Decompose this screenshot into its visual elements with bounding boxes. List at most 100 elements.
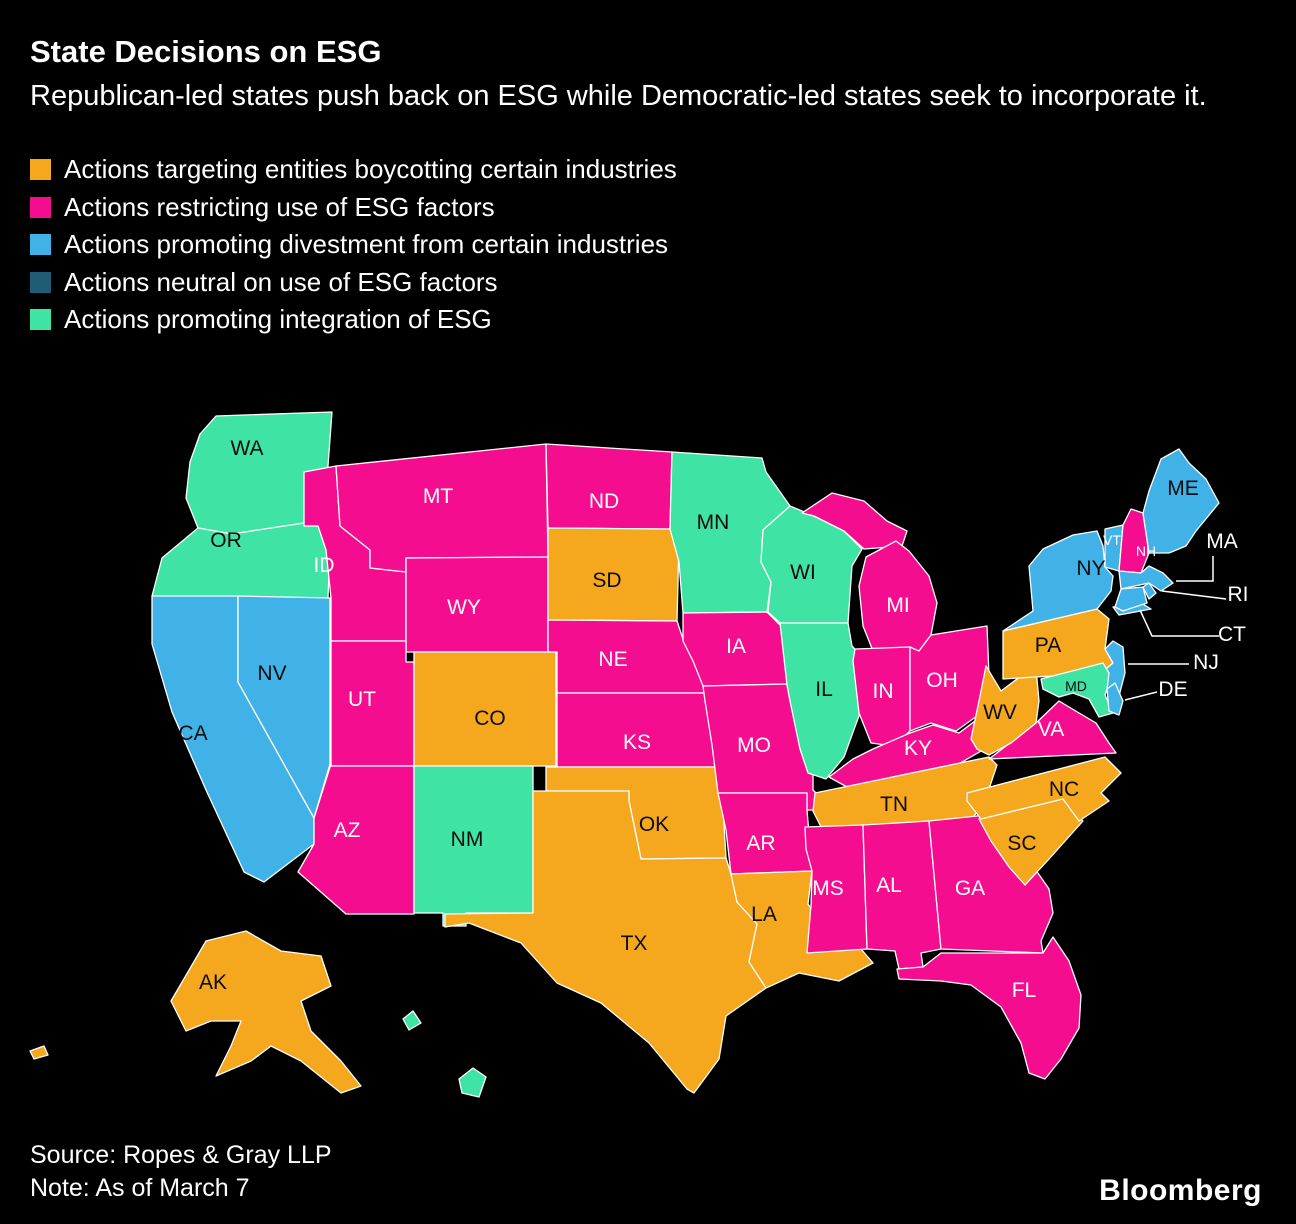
legend: Actions targeting entities boycotting ce… bbox=[30, 155, 1296, 334]
state-label-ma: MA bbox=[1206, 530, 1238, 553]
leader-line-ct bbox=[1139, 609, 1219, 637]
state-label-ne: NE bbox=[598, 648, 627, 671]
footer: Source: Ropes & Gray LLP Note: As of Mar… bbox=[30, 1139, 332, 1207]
state-label-ky: KY bbox=[904, 737, 932, 760]
state-label-nd: ND bbox=[589, 490, 619, 513]
state-label-ny: NY bbox=[1076, 557, 1105, 580]
state-label-me: ME bbox=[1167, 477, 1199, 500]
state-label-id: ID bbox=[314, 554, 335, 577]
legend-label-restrict: Actions restricting use of ESG factors bbox=[64, 191, 495, 222]
state-label-fl: FL bbox=[1012, 979, 1037, 1002]
state-shape-nc bbox=[966, 756, 1122, 822]
state-label-ar: AR bbox=[746, 832, 775, 855]
state-label-nm: NM bbox=[451, 828, 484, 851]
legend-item-divest: Actions promoting divestment from certai… bbox=[30, 230, 1296, 259]
state-shape-al bbox=[862, 820, 942, 970]
state-label-la: LA bbox=[751, 903, 777, 926]
state-label-mt: MT bbox=[423, 485, 453, 508]
state-shape-co bbox=[413, 651, 557, 767]
note-line: Note: As of March 7 bbox=[30, 1174, 250, 1203]
state-shape-hi bbox=[402, 1010, 422, 1031]
state-label-ga: GA bbox=[955, 877, 985, 900]
legend-item-boycott: Actions targeting entities boycotting ce… bbox=[30, 155, 1296, 184]
state-shape-ak bbox=[29, 1045, 49, 1060]
state-label-sc: SC bbox=[1007, 832, 1036, 855]
legend-item-neutral: Actions neutral on use of ESG factors bbox=[30, 268, 1296, 297]
state-shape-il bbox=[779, 622, 865, 780]
state-label-mo: MO bbox=[737, 734, 771, 757]
state-shape-nd bbox=[545, 443, 673, 530]
state-label-sd: SD bbox=[592, 569, 621, 592]
legend-swatch-neutral bbox=[30, 271, 51, 293]
state-shape-de bbox=[1106, 682, 1124, 716]
state-label-wv: WV bbox=[983, 701, 1017, 724]
state-label-nc: NC bbox=[1049, 778, 1079, 801]
state-label-vt: VT bbox=[1103, 532, 1121, 548]
state-label-wy: WY bbox=[447, 596, 481, 619]
state-shape-tx bbox=[444, 790, 767, 1094]
chart-subtitle: Republican-led states push back on ESG w… bbox=[30, 80, 1207, 112]
legend-swatch-restrict bbox=[30, 196, 51, 218]
state-label-ri: RI bbox=[1228, 583, 1249, 606]
state-shape-hi bbox=[458, 1067, 487, 1098]
state-label-mi: MI bbox=[886, 594, 909, 617]
state-label-md: MD bbox=[1065, 678, 1087, 694]
legend-label-neutral: Actions neutral on use of ESG factors bbox=[64, 266, 498, 297]
state-label-ks: KS bbox=[623, 731, 651, 754]
state-label-wa: WA bbox=[230, 437, 263, 460]
leader-line-ma bbox=[1176, 556, 1214, 582]
state-label-az: AZ bbox=[334, 819, 361, 842]
state-label-de: DE bbox=[1158, 678, 1187, 701]
state-label-oh: OH bbox=[926, 669, 958, 692]
state-label-or: OR bbox=[210, 529, 242, 552]
state-label-ct: CT bbox=[1218, 623, 1246, 646]
leader-line-de bbox=[1124, 691, 1158, 701]
state-label-ia: IA bbox=[726, 635, 746, 658]
legend-label-boycott: Actions targeting entities boycotting ce… bbox=[64, 154, 677, 185]
state-shape-ct bbox=[1114, 586, 1148, 612]
state-shape-me bbox=[1142, 448, 1220, 554]
legend-label-divest: Actions promoting divestment from certai… bbox=[64, 229, 669, 260]
chart-header: State Decisions on ESG Republican-led st… bbox=[0, 0, 1296, 115]
state-label-nj: NJ bbox=[1193, 651, 1219, 674]
bloomberg-logo: Bloomberg bbox=[1099, 1174, 1262, 1207]
state-label-ut: UT bbox=[348, 688, 376, 711]
state-label-nh: NH bbox=[1136, 543, 1156, 559]
state-label-ak: AK bbox=[199, 971, 227, 994]
state-label-co: CO bbox=[474, 707, 506, 730]
state-shape-ks bbox=[556, 692, 720, 768]
state-shape-mi bbox=[801, 492, 908, 550]
state-shape-sd bbox=[547, 527, 680, 622]
state-shape-ma bbox=[1118, 565, 1174, 592]
state-label-va: VA bbox=[1038, 718, 1064, 741]
state-shape-mi bbox=[858, 540, 938, 652]
state-label-mn: MN bbox=[697, 511, 730, 534]
chart-title: State Decisions on ESG bbox=[30, 34, 382, 69]
state-label-in: IN bbox=[873, 680, 894, 703]
state-label-ok: OK bbox=[639, 813, 669, 836]
state-label-ca: CA bbox=[178, 722, 207, 745]
leader-line-ri bbox=[1161, 590, 1227, 600]
state-shape-va bbox=[988, 700, 1117, 760]
state-shape-la bbox=[730, 870, 874, 989]
legend-swatch-integrate bbox=[30, 309, 51, 331]
state-label-pa: PA bbox=[1035, 634, 1061, 657]
state-shape-ri bbox=[1142, 582, 1157, 600]
state-label-nv: NV bbox=[257, 662, 286, 685]
state-label-ms: MS bbox=[812, 877, 844, 900]
legend-item-restrict: Actions restricting use of ESG factors bbox=[30, 193, 1296, 222]
source-line: Source: Ropes & Gray LLP bbox=[30, 1140, 332, 1169]
legend-item-integrate: Actions promoting integration of ESG bbox=[30, 305, 1296, 334]
state-label-tn: TN bbox=[880, 793, 908, 816]
legend-swatch-boycott bbox=[30, 158, 51, 180]
state-label-il: IL bbox=[815, 678, 833, 701]
state-shape-md bbox=[1040, 662, 1114, 718]
state-shape-wv bbox=[970, 665, 1040, 756]
state-label-wi: WI bbox=[790, 561, 816, 584]
legend-label-integrate: Actions promoting integration of ESG bbox=[64, 304, 492, 335]
state-label-al: AL bbox=[876, 874, 902, 897]
state-label-tx: TX bbox=[621, 932, 648, 955]
legend-swatch-divest bbox=[30, 234, 51, 256]
state-shape-ak bbox=[170, 930, 362, 1094]
